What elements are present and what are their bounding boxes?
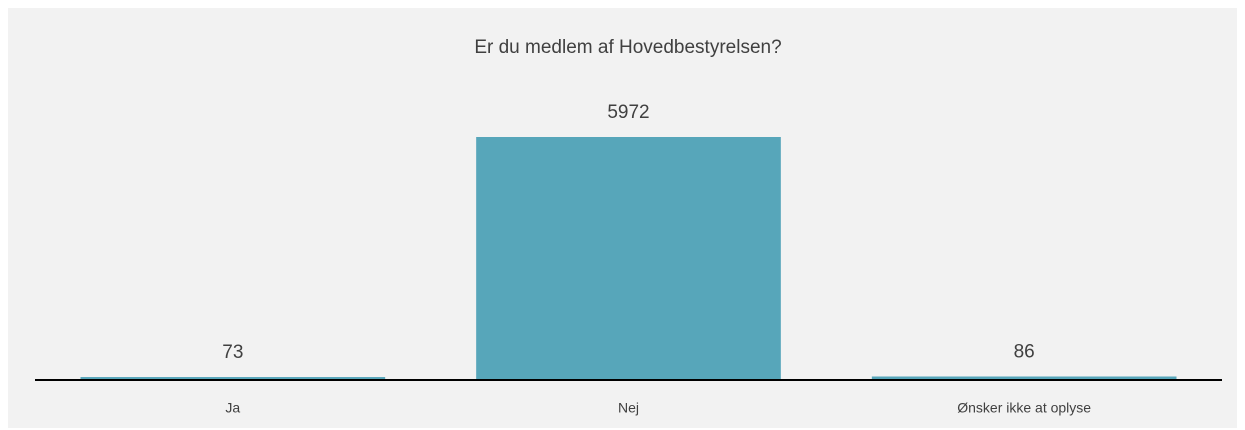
x-tick-label: Nej (618, 400, 639, 416)
x-tick-label: Ja (225, 400, 240, 416)
bar (80, 377, 386, 380)
chart-title: Er du medlem af Hovedbestyrelsen? (474, 37, 781, 58)
bar (476, 137, 781, 380)
bar (871, 376, 1177, 380)
data-label: 86 (1014, 342, 1035, 363)
data-label: 5972 (607, 102, 649, 123)
data-label: 73 (222, 342, 243, 363)
x-tick-label: Ønsker ikke at oplyse (957, 400, 1091, 416)
